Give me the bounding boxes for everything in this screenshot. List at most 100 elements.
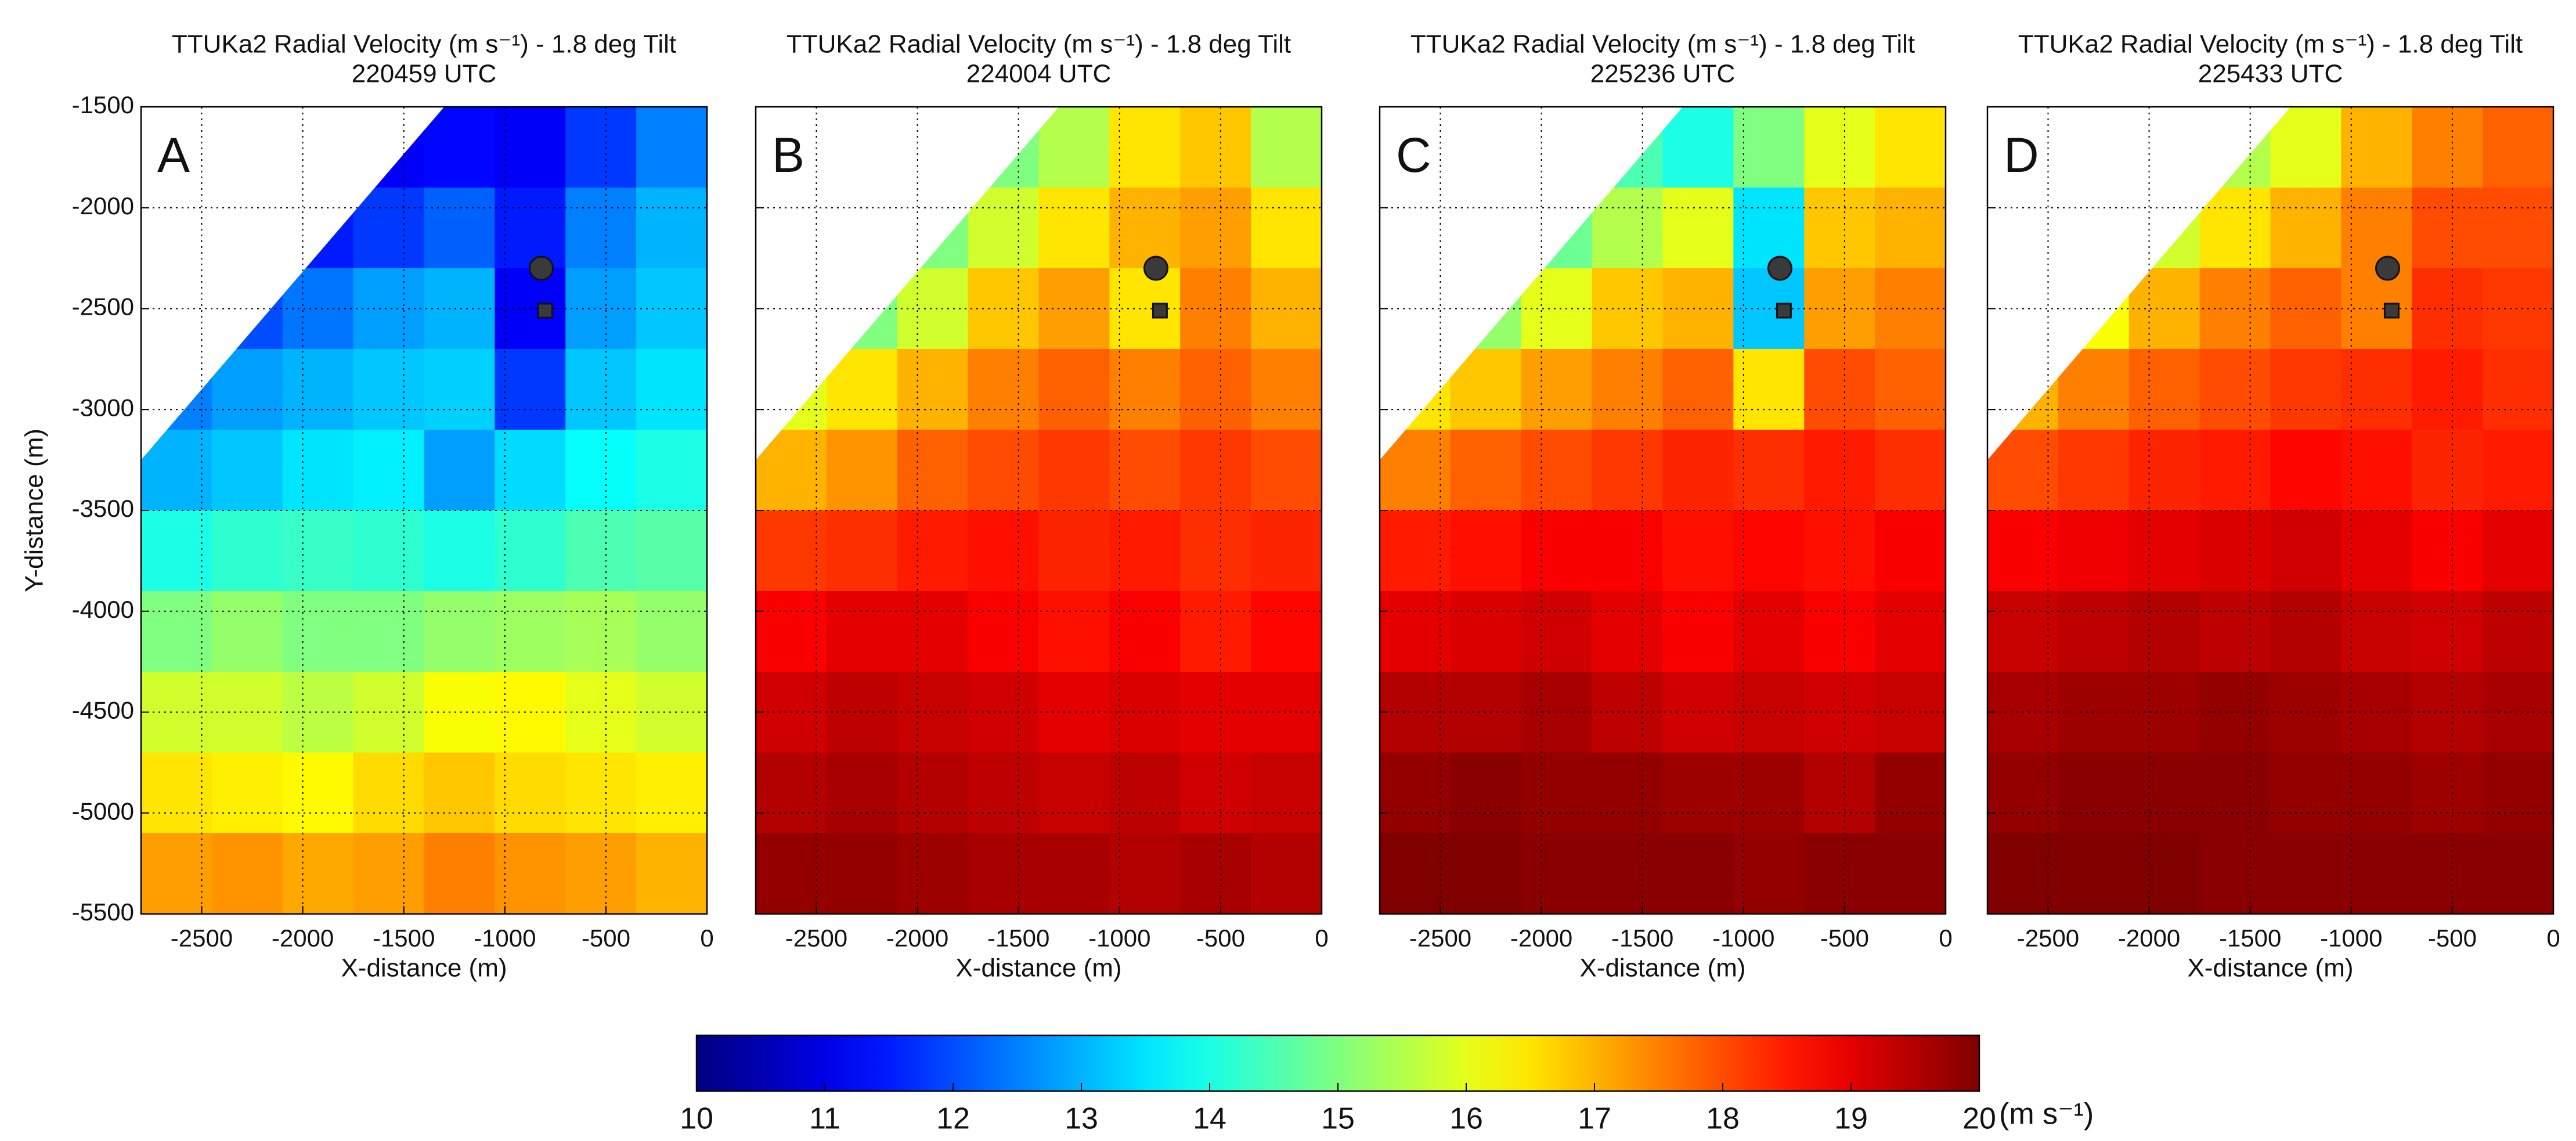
heatmap-cell — [1109, 833, 1181, 914]
heatmap-cell — [1251, 591, 1322, 672]
heatmap-cell — [897, 833, 969, 914]
heatmap-cell — [2058, 430, 2130, 511]
heatmap-cell — [565, 510, 637, 592]
heatmap-field — [1987, 107, 2553, 914]
heatmap-cell — [1987, 349, 2059, 430]
heatmap-cell — [2058, 591, 2130, 672]
heatmap-cell — [141, 591, 212, 672]
heatmap-cell — [1987, 833, 2059, 914]
heatmap-cell — [1521, 672, 1593, 753]
panel-label: A — [157, 128, 190, 182]
heatmap-cell — [826, 753, 898, 834]
x-tick-label: -1000 — [1088, 924, 1150, 952]
colorbar-tick-label: 18 — [1706, 1102, 1740, 1136]
marker-circle — [1143, 255, 1168, 281]
x-tick-label: -1000 — [474, 924, 536, 952]
heatmap-cell — [2270, 672, 2342, 753]
heatmap-cell — [1380, 591, 1451, 672]
heatmap-cell — [1038, 672, 1110, 753]
heatmap-cell — [897, 591, 969, 672]
plot-frame — [1986, 106, 2555, 915]
heatmap-cell — [897, 510, 969, 592]
heatmap-cell — [826, 349, 898, 430]
panel-label: C — [1396, 128, 1431, 182]
colorbar-tick-label: 10 — [680, 1102, 713, 1136]
heatmap-cell — [2128, 430, 2200, 511]
heatmap-cell — [1592, 430, 1663, 511]
x-tick-label: -2500 — [171, 924, 233, 952]
x-tick-label: -500 — [2428, 924, 2477, 952]
x-tick-label: -1000 — [1712, 924, 1774, 952]
heatmap-cell — [2341, 430, 2412, 511]
heatmap-cell — [2199, 672, 2271, 753]
heatmap-cell — [1592, 672, 1663, 753]
heatmap-cell — [756, 430, 827, 511]
heatmap-cell — [211, 833, 283, 914]
heatmap-cell — [1038, 833, 1110, 914]
heatmap-cell — [897, 188, 969, 269]
heatmap-cell — [968, 833, 1039, 914]
heatmap-cell — [2270, 349, 2342, 430]
heatmap-cell — [424, 833, 495, 914]
heatmap-cell — [1038, 188, 1110, 269]
heatmap-cell — [282, 591, 354, 672]
y-tick-label: -3500 — [72, 495, 134, 522]
heatmap-cell — [1180, 188, 1251, 269]
heatmap-cell — [756, 591, 827, 672]
heatmap-cell — [2128, 268, 2200, 350]
heatmap-cell — [968, 591, 1039, 672]
heatmap-cell — [2412, 591, 2483, 672]
heatmap-cell — [1592, 188, 1663, 269]
heatmap-cell — [2128, 753, 2200, 834]
heatmap-cell — [282, 753, 354, 834]
heatmap-cell — [282, 672, 354, 753]
marker-circle — [2375, 255, 2400, 281]
heatmap-cell — [636, 107, 707, 188]
heatmap-cell — [1804, 753, 1875, 834]
heatmap-cell — [2199, 430, 2271, 511]
heatmap-cell — [1251, 430, 1322, 511]
heatmap-cell — [1733, 833, 1805, 914]
heatmap-cell — [2412, 349, 2483, 430]
heatmap-cell — [1804, 430, 1875, 511]
panel-title: TTUKa2 Radial Velocity (m s⁻¹) - 1.8 deg… — [786, 30, 1291, 59]
heatmap-cell — [2199, 188, 2271, 269]
heatmap-cell — [2058, 510, 2130, 592]
x-tick-label: 0 — [1315, 924, 1328, 952]
heatmap-cell — [1380, 833, 1451, 914]
heatmap-cell — [495, 753, 566, 834]
heatmap-cell — [565, 188, 637, 269]
heatmap-cell — [1180, 430, 1251, 511]
y-tick-label: -4000 — [72, 596, 134, 623]
heatmap-cell — [1038, 107, 1110, 188]
heatmap-cell — [1380, 510, 1451, 592]
heatmap-cell — [1450, 430, 1522, 511]
heatmap-cell — [2341, 753, 2412, 834]
heatmap-cell — [1251, 510, 1322, 592]
heatmap-cell — [968, 672, 1039, 753]
heatmap-cell — [1875, 833, 1946, 914]
heatmap-cell — [1521, 591, 1593, 672]
heatmap-cell — [282, 349, 354, 430]
heatmap-cell — [826, 833, 898, 914]
panel-subtitle: 220459 UTC — [352, 60, 496, 88]
heatmap-cell — [968, 188, 1039, 269]
heatmap-cell — [2341, 510, 2412, 592]
y-tick-label: -5000 — [72, 797, 134, 825]
heatmap-cell — [2199, 349, 2271, 430]
x-tick-label: -2000 — [1510, 924, 1572, 952]
heatmap-cell — [756, 349, 827, 430]
heatmap-cell — [2058, 349, 2130, 430]
heatmap-cell — [2483, 833, 2553, 914]
heatmap-cell — [1180, 591, 1251, 672]
heatmap-cell — [1662, 672, 1734, 753]
x-tick-label: -1500 — [1611, 924, 1673, 952]
heatmap-cell — [1109, 591, 1181, 672]
x-tick-label: -1500 — [2219, 924, 2281, 952]
heatmap-cell — [2199, 107, 2271, 188]
heatmap-cell — [353, 510, 424, 592]
heatmap-cell — [1038, 591, 1110, 672]
heatmap-cell — [2058, 753, 2130, 834]
heatmap-cell — [211, 591, 283, 672]
heatmap-cell — [968, 753, 1039, 834]
